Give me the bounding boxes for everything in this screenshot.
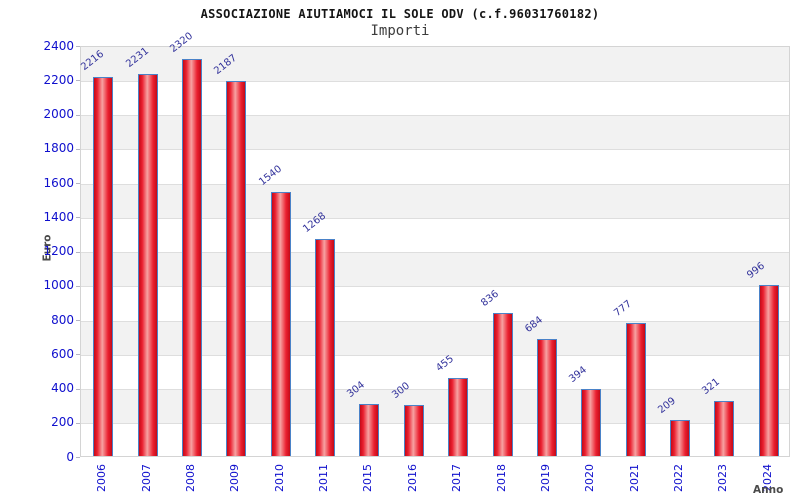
x-axis-tick-label: 2019 [538,464,552,492]
bar-value-label: 2187 [212,53,240,78]
y-axis-tickmark [76,285,80,287]
gridline [81,217,789,219]
gridline [81,80,789,82]
y-axis-tickmark [76,422,80,424]
bar [758,285,779,456]
bar-value-label: 455 [434,353,457,375]
x-axis-tick-label: 2023 [716,464,730,492]
x-axis-tick-label: 2020 [583,464,597,492]
gridline [81,183,789,185]
x-axis-tick-label: 2007 [139,464,153,492]
bar-value-label: 777 [611,298,634,319]
chart-subtitle: Importi [370,23,430,39]
y-axis-tickmark [76,457,80,458]
x-axis-tick-label: 2021 [627,464,641,492]
gridline [81,354,789,356]
bar-value-label: 300 [390,380,412,401]
bar-value-label: 321 [700,376,723,398]
y-axis-tick-label: 200 [51,415,74,430]
y-axis-tick-label: 1800 [43,141,74,156]
y-axis-tick-label: 600 [51,346,74,361]
y-axis-tick-label: 1400 [43,209,74,224]
bar-value-label: 1540 [256,163,284,189]
bar [315,238,336,456]
x-axis-tick-label: 2009 [228,464,242,492]
x-axis-tick-label: 2010 [272,464,286,492]
gridline [81,115,789,116]
gridline [81,149,789,151]
y-axis-tick-label: 800 [51,312,74,327]
y-axis-tickmark [76,320,80,321]
bar-value-label: 1268 [301,210,329,235]
gridline [81,286,789,288]
y-axis-tickmark [76,183,80,184]
bar-value-label: 996 [745,261,767,282]
y-axis-tick-label: 0 [66,449,74,464]
y-axis-tickmark [76,251,80,253]
x-axis-tick-label: 2017 [450,464,464,492]
bar [492,312,513,456]
gridline [81,423,789,425]
y-axis-tick-label: 2400 [43,38,74,53]
bar-value-label: 209 [656,395,679,417]
x-axis-tick-label: 2018 [494,464,508,492]
bar [625,322,646,456]
bar-value-label: 2231 [123,45,151,70]
y-axis-tickmark [76,80,80,82]
bar-value-label: 684 [523,314,545,335]
y-axis-tick-label: 1200 [43,244,74,258]
bar [536,338,557,456]
y-axis-tickmark [76,46,80,47]
y-axis-tick-label: 400 [51,381,74,395]
bar [226,81,247,456]
gridline [81,252,789,253]
x-axis-tick-label: 2006 [95,464,109,492]
bar [581,388,602,456]
bar-value-label: 304 [345,379,368,400]
bar [359,403,380,456]
bar [137,73,158,456]
x-axis-tick-label: 2016 [405,464,419,492]
bar [448,378,469,456]
bar [270,192,291,456]
x-axis-tick-label: 2011 [317,464,331,492]
bar [93,76,114,456]
bar-value-label: 2216 [79,48,107,73]
gridline [81,320,789,322]
y-axis-tickmark [76,148,80,150]
x-axis-tick-label: 2015 [361,464,375,492]
bar [670,420,691,456]
x-axis-tick-label: 2022 [672,464,686,492]
bar-value-label: 394 [567,364,590,385]
bar [714,401,735,456]
chart-title: ASSOCIAZIONE AIUTIAMOCI IL SOLE ODV (c.f… [200,7,600,21]
x-axis-tick-label: 2008 [183,464,197,492]
y-axis-tick-label: 2000 [43,107,74,121]
gridline [81,389,789,390]
y-axis-tick-label: 1600 [43,175,74,190]
y-axis-tickmark [76,217,80,219]
plot-area: 2216 2231 2320 2187 1540 1268 304 300 455 836 684 3… [79,30,790,457]
y-axis-tick-label: 2200 [43,72,74,87]
y-axis-tick-label: 1000 [43,278,74,293]
y-axis-tickmark [76,354,80,356]
bar [403,404,424,456]
y-axis-tickmark [76,388,80,390]
bar [181,58,202,456]
x-axis-title: Anno [753,484,784,496]
y-axis-tickmark [76,114,80,116]
bar-value-label: 836 [478,288,501,309]
